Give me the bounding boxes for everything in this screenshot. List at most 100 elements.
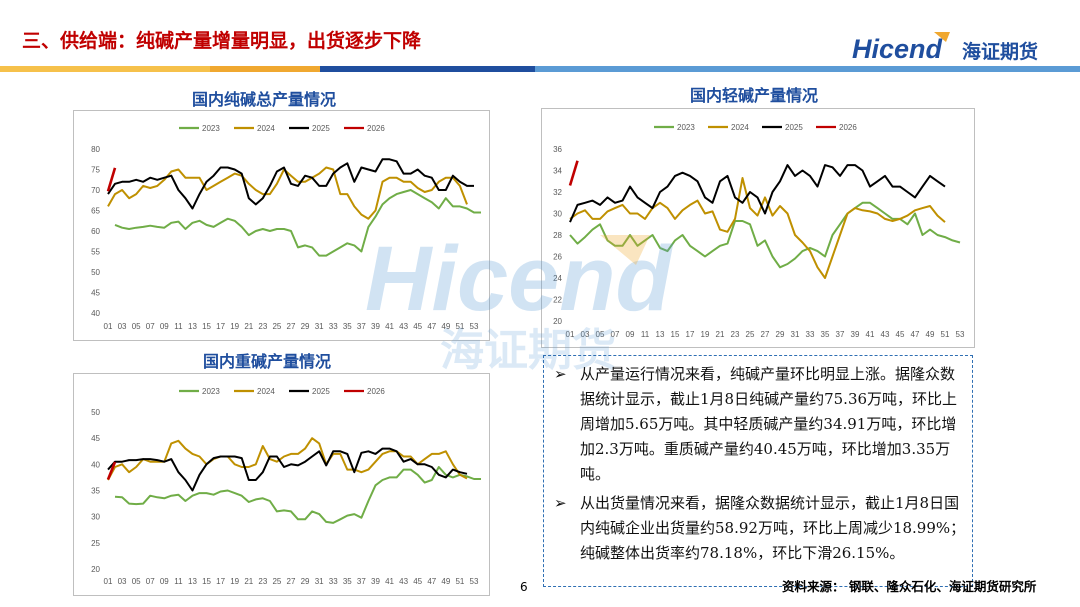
commentary-text-production: 从产量运行情况来看，纯碱产量环比明显上涨。据隆众数据统计显示，截止1月8日纯碱产… [580, 365, 958, 483]
x-tick-label: 33 [329, 322, 338, 331]
x-tick-label: 25 [272, 322, 281, 331]
x-tick-label: 23 [731, 330, 740, 339]
x-tick-label: 49 [926, 330, 935, 339]
x-tick-label: 01 [104, 322, 113, 331]
x-tick-label: 15 [202, 322, 211, 331]
bullet-arrow-icon: ➢ [554, 494, 567, 512]
page-title: 三、供给端：纯碱产量增量明显，出货逐步下降 [22, 30, 422, 52]
x-tick-label: 11 [174, 577, 183, 586]
commentary-box: ➢ 从产量运行情况来看，纯碱产量环比明显上涨。据隆众数据统计显示，截止1月8日纯… [543, 355, 973, 587]
light-chart-title: 国内轻碱产量情况 [690, 86, 819, 105]
x-tick-label: 53 [956, 330, 965, 339]
x-tick-label: 01 [104, 577, 113, 586]
y-tick-label: 80 [91, 145, 100, 154]
x-tick-label: 21 [244, 577, 253, 586]
heavy-chart-title: 国内重碱产量情况 [203, 352, 332, 371]
series-line-2026 [106, 167, 117, 192]
x-tick-label: 25 [746, 330, 755, 339]
x-tick-label: 39 [851, 330, 860, 339]
x-tick-label: 21 [716, 330, 725, 339]
series-line-2025 [107, 447, 468, 492]
logo-text: Hicend [852, 34, 943, 64]
x-tick-label: 45 [896, 330, 905, 339]
series-line-2023 [114, 189, 481, 257]
x-tick-label: 53 [470, 577, 479, 586]
legend-label-2023: 2023 [202, 387, 220, 396]
y-tick-label: 50 [91, 268, 100, 277]
y-tick-label: 34 [553, 167, 562, 176]
x-tick-label: 43 [399, 322, 408, 331]
logo-cn-text: 海证期货 [962, 40, 1038, 63]
header-bar-lightblue [535, 66, 1080, 72]
x-tick-label: 03 [581, 330, 590, 339]
x-tick-label: 43 [399, 577, 408, 586]
x-tick-label: 27 [287, 577, 296, 586]
x-tick-label: 49 [441, 577, 450, 586]
series-line-2024 [107, 437, 468, 481]
series-line-2023 [114, 466, 481, 524]
x-tick-label: 19 [701, 330, 710, 339]
x-tick-label: 51 [455, 322, 464, 331]
x-tick-label: 09 [626, 330, 635, 339]
x-tick-label: 33 [329, 577, 338, 586]
header-bar-blue [320, 66, 535, 72]
x-tick-label: 01 [566, 330, 575, 339]
x-tick-label: 31 [315, 577, 324, 586]
series-line-2025 [569, 164, 946, 223]
data-source: 资料来源： 钢联、隆众石化、海证期货研究所 [782, 579, 1037, 594]
x-tick-label: 03 [118, 577, 127, 586]
x-tick-label: 09 [160, 322, 169, 331]
legend-label-2026: 2026 [367, 387, 385, 396]
total-production-svg: 40 45 50 55 60 65 70 75 80 01 03 05 07 09 11 13 15 17 19 21… [91, 124, 481, 331]
x-tick-label: 45 [413, 577, 422, 586]
x-tick-label: 37 [836, 330, 845, 339]
x-tick-label: 05 [596, 330, 605, 339]
x-tick-label: 31 [791, 330, 800, 339]
x-tick-label: 35 [343, 577, 352, 586]
commentary-text-shipment: 从出货量情况来看，据隆众数据统计显示，截止1月8日国内纯碱企业出货量约58.92… [580, 494, 966, 562]
series-line-2026 [568, 160, 579, 186]
x-tick-label: 07 [146, 577, 155, 586]
y-tick-label: 40 [91, 460, 100, 469]
bullet-arrow-icon: ➢ [554, 365, 567, 383]
series-line-2024 [107, 166, 468, 220]
y-tick-label: 22 [553, 296, 562, 305]
y-tick-label: 36 [553, 145, 562, 154]
x-tick-label: 47 [427, 322, 436, 331]
y-tick-label: 45 [91, 289, 100, 298]
header-bar-yellow [0, 66, 210, 72]
legend-label-2024: 2024 [257, 387, 275, 396]
x-tick-label: 37 [357, 322, 366, 331]
x-tick-label: 43 [881, 330, 890, 339]
series-line-2025 [107, 158, 474, 210]
x-tick-label: 27 [761, 330, 770, 339]
x-tick-label: 51 [941, 330, 950, 339]
x-tick-label: 17 [686, 330, 695, 339]
x-tick-label: 37 [357, 577, 366, 586]
x-tick-label: 19 [230, 577, 239, 586]
y-tick-label: 20 [553, 317, 562, 326]
commentary-paragraph-production: ➢ 从产量运行情况来看，纯碱产量环比明显上涨。据隆众数据统计显示，截止1月8日纯… [552, 362, 966, 487]
x-tick-label: 07 [611, 330, 620, 339]
x-tick-label: 19 [230, 322, 239, 331]
series-line-2026 [106, 461, 117, 480]
heavy-soda-chart: 20 25 30 35 40 45 50 01 03 05 07 09 11 13 15 17 19 21 23 25… [73, 373, 490, 596]
y-tick-label: 55 [91, 248, 100, 257]
x-tick-label: 41 [385, 577, 394, 586]
x-tick-label: 29 [301, 577, 310, 586]
x-tick-label: 41 [866, 330, 875, 339]
legend-label-2024: 2024 [257, 124, 275, 133]
x-tick-label: 09 [160, 577, 169, 586]
y-tick-label: 30 [553, 210, 562, 219]
y-tick-label: 75 [91, 166, 100, 175]
y-tick-label: 35 [91, 487, 100, 496]
y-tick-label: 32 [553, 188, 562, 197]
x-tick-label: 29 [301, 322, 310, 331]
x-tick-label: 33 [806, 330, 815, 339]
x-tick-label: 05 [132, 322, 141, 331]
legend-label-2023: 2023 [677, 123, 695, 132]
x-tick-label: 07 [146, 322, 155, 331]
x-tick-label: 27 [287, 322, 296, 331]
header-bar-orange [210, 66, 320, 72]
